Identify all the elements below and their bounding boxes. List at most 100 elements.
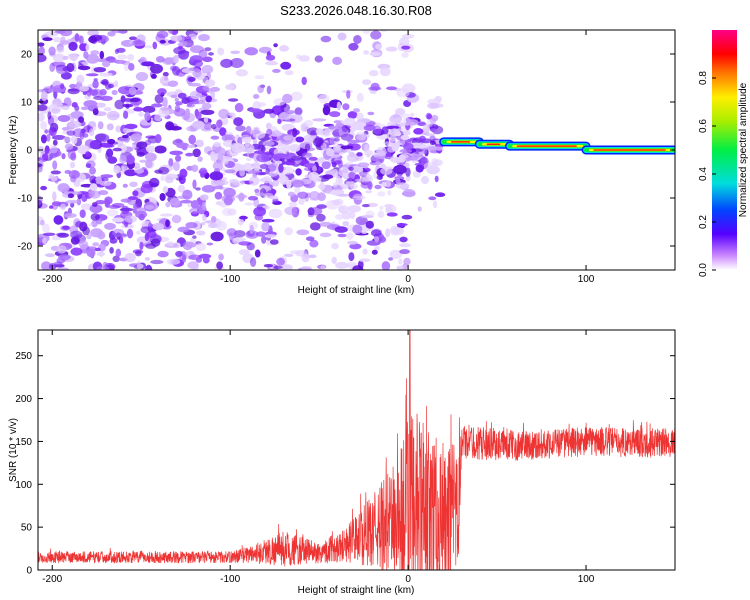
noise-blob <box>284 206 298 216</box>
noise-blob <box>191 164 199 172</box>
noise-blob <box>396 88 410 98</box>
noise-blob <box>212 161 224 171</box>
noise-blob <box>182 189 193 200</box>
noise-blob <box>61 105 70 111</box>
noise-blob <box>431 125 444 135</box>
noise-blob <box>363 124 376 131</box>
noise-blob <box>120 95 126 103</box>
noise-blob <box>59 30 73 37</box>
noise-blob <box>369 89 377 95</box>
noise-blob <box>335 261 349 269</box>
noise-blob <box>338 166 349 177</box>
noise-blob <box>150 63 163 74</box>
noise-blob <box>309 191 321 201</box>
noise-blob <box>139 241 144 250</box>
noise-blob <box>322 174 334 179</box>
noise-blob <box>90 50 100 56</box>
noise-blob <box>177 45 183 50</box>
noise-blob <box>249 108 262 113</box>
noise-blob <box>381 126 389 135</box>
noise-blob <box>284 70 294 76</box>
noise-blob <box>325 170 336 176</box>
noise-blob <box>78 35 84 45</box>
colorbar-tick-label: 0.2 <box>698 215 709 229</box>
noise-blob <box>309 222 321 231</box>
noise-blob <box>385 46 398 52</box>
noise-blob <box>188 134 196 145</box>
noise-blob <box>115 125 122 133</box>
noise-blob <box>124 123 138 130</box>
noise-blob <box>306 127 319 136</box>
noise-blob <box>190 200 199 209</box>
noise-blob <box>380 167 393 175</box>
noise-blob <box>315 176 322 183</box>
noise-blob <box>232 180 245 186</box>
noise-blob <box>428 196 437 201</box>
noise-blob <box>313 137 324 147</box>
noise-blob <box>80 106 89 111</box>
noise-blob <box>348 42 359 51</box>
noise-blob <box>303 119 314 127</box>
noise-blob <box>371 249 378 255</box>
noise-blob <box>193 30 203 33</box>
noise-blob <box>280 61 292 70</box>
noise-blob <box>89 183 98 191</box>
noise-blob <box>168 126 182 131</box>
noise-blob <box>168 30 174 34</box>
noise-blob <box>197 156 203 162</box>
noise-blob <box>418 135 426 143</box>
noise-blob <box>347 177 354 182</box>
noise-blob <box>201 76 209 84</box>
noise-blob <box>355 131 367 141</box>
noise-blob <box>59 203 67 210</box>
noise-blob <box>159 193 166 201</box>
noise-blob <box>62 55 69 61</box>
noise-blob <box>372 125 382 135</box>
noise-blob <box>216 220 227 231</box>
noise-blob <box>387 190 392 196</box>
noise-blob <box>249 224 254 235</box>
noise-blob <box>207 88 213 94</box>
noise-blob <box>57 183 70 193</box>
noise-blob <box>255 172 267 176</box>
colorbar-tick-label: 0.8 <box>698 71 709 85</box>
noise-blob <box>230 50 241 54</box>
noise-blob <box>426 165 440 175</box>
noise-blob <box>192 148 201 158</box>
noise-blob <box>298 55 310 62</box>
noise-blob <box>98 190 109 196</box>
noise-blob <box>386 86 398 91</box>
noise-blob <box>353 121 367 127</box>
noise-blob <box>198 169 208 175</box>
noise-blob <box>63 213 77 218</box>
noise-blob <box>273 43 278 48</box>
noise-blob <box>232 164 246 170</box>
noise-blob <box>290 91 303 101</box>
noise-blob <box>250 257 257 267</box>
noise-blob <box>68 41 78 52</box>
noise-blob <box>217 153 224 163</box>
noise-blob <box>60 83 65 90</box>
noise-blob <box>289 250 301 255</box>
noise-blob <box>218 108 230 119</box>
noise-blob <box>174 104 181 113</box>
noise-blob <box>181 97 190 104</box>
noise-blob <box>83 100 98 108</box>
noise-blob <box>363 50 369 55</box>
noise-blob <box>38 54 47 63</box>
noise-blob <box>100 174 114 179</box>
noise-blob <box>399 236 408 243</box>
noise-blob <box>86 233 92 240</box>
noise-blob <box>333 137 340 142</box>
noise-blob <box>388 257 394 261</box>
noise-blob <box>85 73 99 77</box>
noise-blob <box>353 108 360 113</box>
noise-blob <box>352 224 363 235</box>
noise-blob <box>106 209 119 217</box>
noise-blob <box>53 53 65 63</box>
noise-blob <box>51 201 62 207</box>
noise-blob <box>71 102 78 108</box>
noise-blob <box>145 264 153 270</box>
noise-blob <box>248 176 260 186</box>
noise-blob <box>362 79 372 85</box>
